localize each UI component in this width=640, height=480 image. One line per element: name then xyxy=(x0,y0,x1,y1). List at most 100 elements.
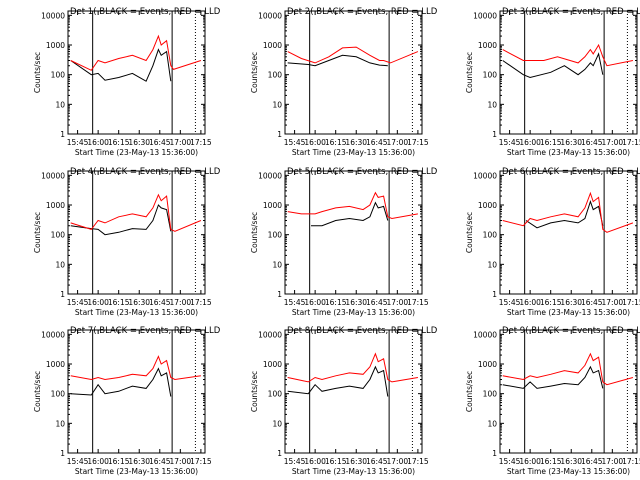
events-series-line xyxy=(70,367,172,397)
y-tick-label: 10 xyxy=(272,419,282,428)
y-tick-label: 100 xyxy=(268,390,283,399)
panel-det-6: 1 10 100 1000 10000 15:4516:0016:1516:3016:45… xyxy=(465,167,640,317)
events-series-line xyxy=(287,365,389,397)
x-tick-label: 15:45 xyxy=(499,138,521,147)
lld-series-line xyxy=(70,355,201,381)
x-tick-label: 17:15 xyxy=(407,298,429,307)
lld-series-line xyxy=(502,191,634,233)
panel-title: Det 5( BLACK = Events, RED = LLD xyxy=(287,167,438,177)
x-axis-label: Start Time (23-May-13 15:36:00) xyxy=(507,148,630,157)
x-tick-label: 16:00 xyxy=(87,138,109,147)
x-tick-label: 17:15 xyxy=(407,138,429,147)
x-axis-label: Start Time (23-May-13 15:36:00) xyxy=(507,467,630,476)
y-tick-label: 10000 xyxy=(258,330,282,339)
x-axis-label: Start Time (23-May-13 15:36:00) xyxy=(75,148,198,157)
x-tick-label: 16:00 xyxy=(519,457,541,466)
lld-series-line xyxy=(70,34,202,71)
y-tick-label: 1000 xyxy=(478,41,497,50)
plot-frame xyxy=(499,170,638,295)
plot-frame xyxy=(284,10,423,135)
x-tick-label: 16:15 xyxy=(540,298,562,307)
x-tick-label: 16:30 xyxy=(128,457,150,466)
events-series-line xyxy=(70,48,172,82)
y-tick-label: 100 xyxy=(268,231,283,240)
y-tick-label: 10 xyxy=(272,260,282,269)
y-tick-label: 1 xyxy=(60,449,65,458)
panel-det-7: 1 10 100 1000 10000 15:4516:0016:1516:3016:45… xyxy=(33,326,221,476)
y-tick-label: 1000 xyxy=(46,41,65,50)
y-axis-label: Counts/sec xyxy=(33,52,42,93)
y-tick-label: 100 xyxy=(51,390,66,399)
x-tick-label: 17:15 xyxy=(190,457,212,466)
x-tick-label: 16:15 xyxy=(540,457,562,466)
x-tick-label: 15:45 xyxy=(284,138,306,147)
x-tick-label: 16:45 xyxy=(366,298,388,307)
y-axis-label: Counts/sec xyxy=(465,212,474,253)
panel-title: Det 4( BLACK = Events, RED = LLD xyxy=(70,167,221,177)
panel-det-2: 1 10 100 1000 10000 15:4516:0016:1516:3016:45… xyxy=(250,7,438,157)
y-tick-label: 100 xyxy=(51,231,66,240)
y-tick-label: 10 xyxy=(272,100,282,109)
y-tick-label: 1000 xyxy=(46,360,65,369)
x-axis-label: Start Time (23-May-13 15:36:00) xyxy=(75,467,198,476)
x-tick-label: 16:15 xyxy=(540,138,562,147)
plot-frame xyxy=(499,329,638,454)
x-tick-label: 17:00 xyxy=(170,138,192,147)
y-tick-label: 10000 xyxy=(258,171,282,180)
panel-det-8: 1 10 100 1000 10000 15:4516:0016:1516:3016:45… xyxy=(250,326,438,476)
lld-series-line xyxy=(70,193,202,232)
y-tick-label: 1 xyxy=(492,290,497,299)
y-axis-label: Counts/sec xyxy=(250,371,259,412)
y-tick-label: 1 xyxy=(277,130,282,139)
events-series-line xyxy=(525,200,604,229)
x-tick-label: 16:00 xyxy=(304,138,326,147)
plot-frame xyxy=(67,10,206,135)
lld-series-line xyxy=(287,352,418,383)
panel-title: Det 3( BLACK = Events, RED = LLD xyxy=(502,7,640,17)
y-tick-label: 100 xyxy=(483,390,498,399)
x-tick-label: 17:00 xyxy=(387,138,409,147)
lld-series-line xyxy=(287,46,419,64)
y-tick-label: 1000 xyxy=(46,201,65,210)
y-axis-label: Counts/sec xyxy=(33,212,42,253)
x-tick-label: 17:00 xyxy=(387,298,409,307)
y-axis-label: Counts/sec xyxy=(250,52,259,93)
x-tick-label: 16:45 xyxy=(149,298,171,307)
y-tick-label: 10 xyxy=(55,260,65,269)
y-tick-label: 1 xyxy=(492,449,497,458)
y-tick-label: 100 xyxy=(483,71,498,80)
x-tick-label: 17:00 xyxy=(602,138,624,147)
y-tick-label: 10 xyxy=(55,100,65,109)
y-tick-label: 1 xyxy=(492,130,497,139)
x-tick-label: 16:00 xyxy=(87,298,109,307)
x-axis-label: Start Time (23-May-13 15:36:00) xyxy=(507,308,630,317)
y-tick-label: 1000 xyxy=(478,360,497,369)
x-axis-label: Start Time (23-May-13 15:36:00) xyxy=(292,148,415,157)
x-tick-label: 16:15 xyxy=(325,457,347,466)
x-tick-label: 15:45 xyxy=(67,457,89,466)
x-tick-label: 16:45 xyxy=(581,457,603,466)
x-tick-label: 16:15 xyxy=(108,298,130,307)
y-tick-label: 10 xyxy=(487,419,497,428)
x-tick-label: 16:15 xyxy=(108,457,130,466)
x-tick-label: 17:00 xyxy=(602,457,624,466)
x-tick-label: 15:45 xyxy=(67,138,89,147)
y-tick-label: 10000 xyxy=(41,11,65,20)
x-tick-label: 16:30 xyxy=(560,457,582,466)
y-tick-label: 10000 xyxy=(473,171,497,180)
panel-det-1: 1 10 100 1000 10000 15:4516:0016:1516:3016:45… xyxy=(33,7,221,157)
x-tick-label: 16:30 xyxy=(345,138,367,147)
x-tick-label: 17:15 xyxy=(622,138,640,147)
panel-det-4: 1 10 100 1000 10000 15:4516:0016:1516:3016:45… xyxy=(33,167,221,317)
x-tick-label: 16:30 xyxy=(128,298,150,307)
events-series-line xyxy=(502,52,604,79)
plot-frame xyxy=(67,170,206,295)
x-tick-label: 16:15 xyxy=(325,298,347,307)
y-tick-label: 10 xyxy=(487,100,497,109)
x-tick-label: 17:00 xyxy=(170,298,192,307)
x-tick-label: 15:45 xyxy=(499,457,521,466)
x-tick-label: 17:15 xyxy=(190,138,212,147)
y-tick-label: 1000 xyxy=(478,201,497,210)
lld-series-line xyxy=(502,43,633,67)
panel-det-3: 1 10 100 1000 10000 15:4516:0016:1516:3016:45… xyxy=(465,7,640,157)
